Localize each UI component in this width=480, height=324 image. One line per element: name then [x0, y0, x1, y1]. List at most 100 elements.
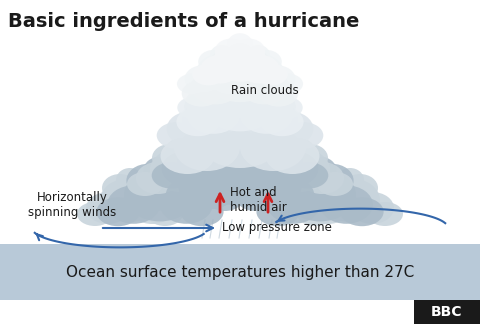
Ellipse shape: [322, 174, 358, 202]
Ellipse shape: [156, 122, 196, 149]
Ellipse shape: [290, 177, 334, 209]
Ellipse shape: [152, 162, 192, 189]
Ellipse shape: [177, 97, 210, 118]
Ellipse shape: [340, 197, 384, 226]
Ellipse shape: [240, 97, 273, 118]
Ellipse shape: [160, 138, 215, 174]
Ellipse shape: [270, 97, 303, 118]
Ellipse shape: [233, 39, 265, 64]
Ellipse shape: [180, 162, 224, 194]
Ellipse shape: [185, 65, 222, 92]
Ellipse shape: [207, 54, 273, 102]
Ellipse shape: [220, 130, 260, 164]
Ellipse shape: [180, 197, 224, 226]
Ellipse shape: [259, 80, 298, 107]
Ellipse shape: [311, 164, 354, 197]
Ellipse shape: [234, 50, 265, 74]
Ellipse shape: [212, 162, 252, 189]
Ellipse shape: [228, 75, 282, 115]
Ellipse shape: [100, 178, 160, 222]
Ellipse shape: [247, 172, 283, 196]
Ellipse shape: [182, 80, 221, 107]
Ellipse shape: [342, 174, 378, 202]
Ellipse shape: [201, 139, 251, 178]
Ellipse shape: [150, 164, 193, 197]
Ellipse shape: [336, 168, 364, 192]
Ellipse shape: [256, 162, 300, 194]
Ellipse shape: [177, 136, 243, 184]
Text: Low pressure zone: Low pressure zone: [222, 222, 332, 235]
Ellipse shape: [126, 164, 169, 197]
Ellipse shape: [200, 55, 240, 84]
Ellipse shape: [228, 162, 268, 189]
Ellipse shape: [213, 74, 243, 94]
Ellipse shape: [218, 72, 250, 97]
Ellipse shape: [213, 42, 267, 82]
Ellipse shape: [194, 125, 226, 151]
Ellipse shape: [367, 202, 403, 226]
Ellipse shape: [250, 85, 280, 111]
Ellipse shape: [143, 156, 177, 185]
Ellipse shape: [297, 202, 333, 226]
Ellipse shape: [240, 123, 306, 171]
Ellipse shape: [230, 72, 262, 97]
Ellipse shape: [210, 151, 258, 186]
Ellipse shape: [228, 96, 282, 138]
Ellipse shape: [198, 96, 252, 138]
Ellipse shape: [166, 138, 194, 162]
Ellipse shape: [176, 153, 204, 177]
Ellipse shape: [207, 97, 240, 118]
Ellipse shape: [270, 148, 330, 192]
Ellipse shape: [234, 91, 274, 122]
Ellipse shape: [237, 187, 273, 211]
Ellipse shape: [225, 43, 255, 69]
Ellipse shape: [130, 192, 174, 224]
Ellipse shape: [229, 139, 279, 178]
Ellipse shape: [303, 156, 337, 185]
Ellipse shape: [320, 185, 373, 224]
Text: Ocean surface temperatures higher than 27C: Ocean surface temperatures higher than 2…: [66, 264, 414, 280]
Ellipse shape: [248, 72, 280, 97]
Ellipse shape: [77, 202, 113, 226]
Ellipse shape: [234, 122, 273, 149]
Ellipse shape: [179, 132, 219, 162]
Ellipse shape: [127, 172, 163, 196]
Ellipse shape: [206, 91, 246, 122]
Ellipse shape: [172, 144, 208, 172]
Ellipse shape: [255, 88, 295, 117]
Ellipse shape: [240, 164, 301, 209]
Ellipse shape: [195, 102, 285, 168]
Ellipse shape: [254, 125, 286, 151]
Ellipse shape: [231, 49, 271, 80]
Ellipse shape: [240, 95, 293, 134]
Ellipse shape: [182, 159, 218, 187]
Ellipse shape: [222, 65, 259, 92]
Text: Horizontally
spinning winds: Horizontally spinning winds: [28, 191, 116, 219]
Ellipse shape: [221, 65, 258, 92]
Ellipse shape: [187, 95, 240, 134]
Ellipse shape: [306, 192, 350, 224]
Ellipse shape: [216, 111, 265, 146]
Ellipse shape: [182, 96, 248, 144]
Ellipse shape: [228, 33, 252, 55]
Ellipse shape: [197, 172, 233, 196]
Ellipse shape: [350, 192, 394, 224]
Ellipse shape: [215, 39, 247, 64]
Ellipse shape: [185, 88, 225, 117]
Ellipse shape: [264, 178, 314, 211]
Ellipse shape: [212, 66, 238, 88]
Ellipse shape: [222, 151, 270, 186]
Ellipse shape: [198, 50, 229, 74]
Ellipse shape: [184, 91, 224, 122]
Ellipse shape: [152, 144, 188, 172]
Ellipse shape: [286, 138, 314, 162]
Text: Rain clouds: Rain clouds: [231, 84, 299, 97]
Ellipse shape: [288, 162, 328, 189]
Ellipse shape: [284, 168, 356, 221]
Ellipse shape: [284, 122, 324, 149]
Ellipse shape: [237, 74, 267, 94]
Ellipse shape: [162, 159, 198, 187]
Ellipse shape: [261, 132, 301, 162]
Ellipse shape: [96, 197, 140, 226]
Ellipse shape: [207, 187, 243, 211]
